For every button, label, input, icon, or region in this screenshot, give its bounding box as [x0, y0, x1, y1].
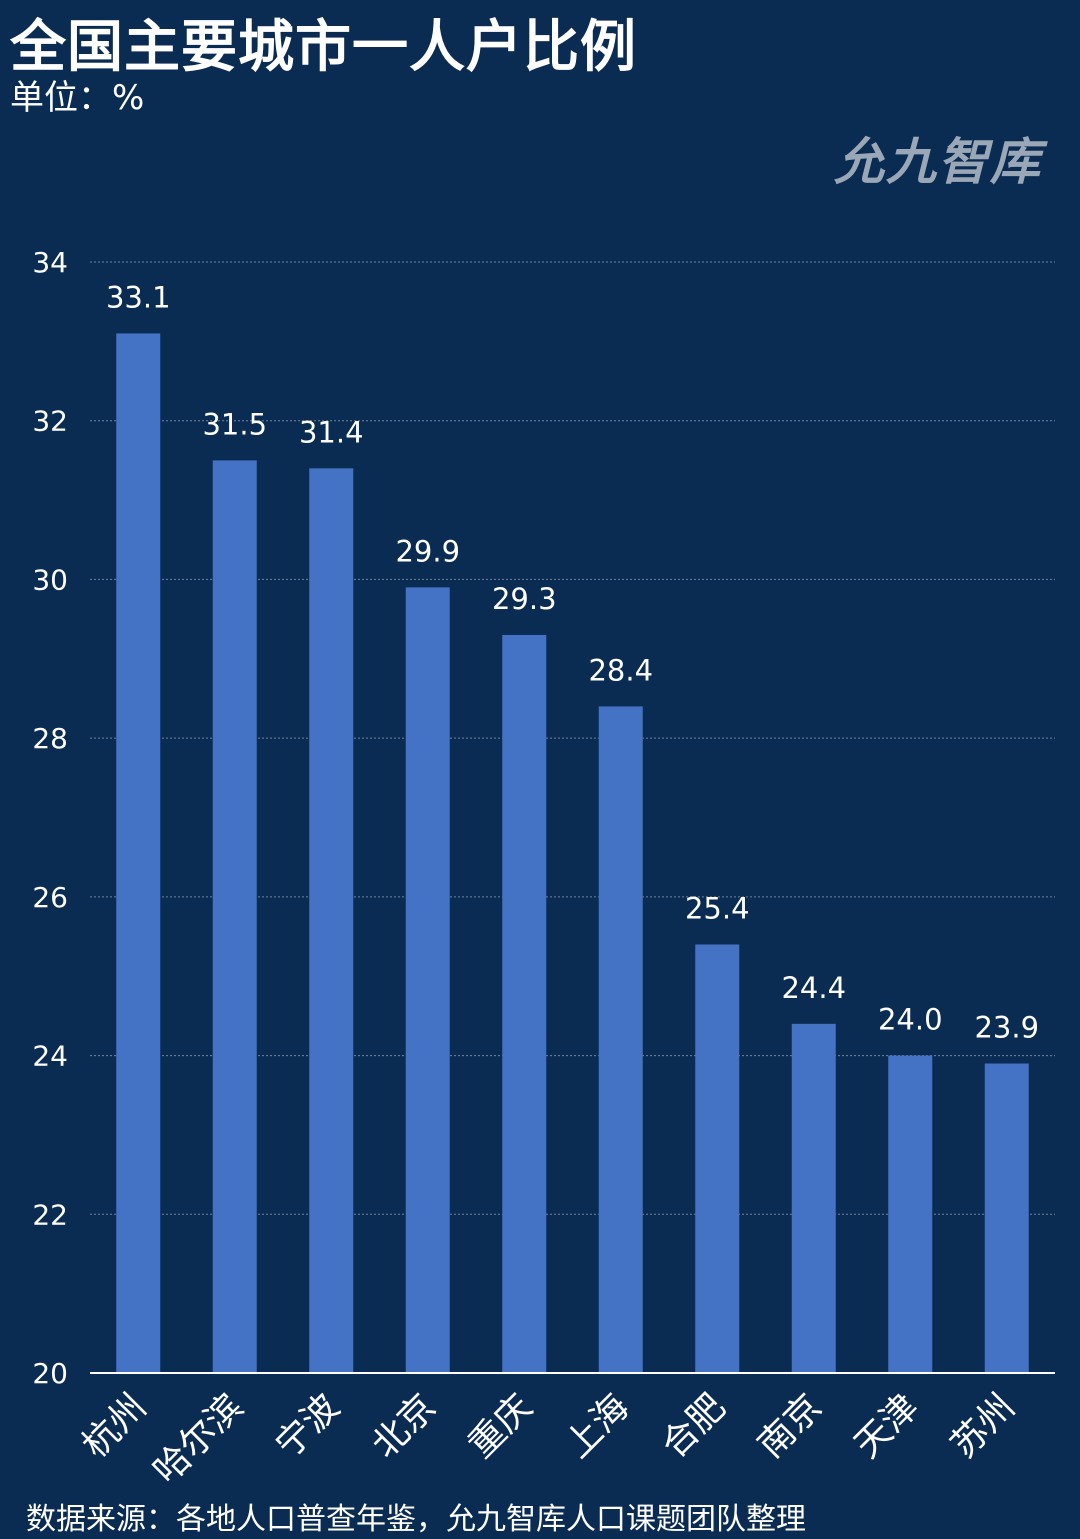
data-label: 31.4 [299, 415, 364, 449]
watermark-logo: 允九智库 [834, 133, 1042, 191]
x-tick-label: 宁波 [268, 1386, 348, 1466]
bar [502, 634, 547, 1373]
bar [888, 1055, 933, 1373]
x-tick-label: 苏州 [943, 1386, 1023, 1466]
bar [791, 1023, 836, 1373]
data-label: 29.9 [395, 534, 460, 568]
y-tick-label: 24 [32, 1040, 68, 1073]
x-tick-label: 南京 [750, 1386, 830, 1466]
data-label: 28.4 [588, 653, 653, 687]
bar [309, 468, 354, 1373]
bar [598, 706, 643, 1373]
bars [116, 333, 1029, 1374]
data-label: 24.0 [878, 1003, 943, 1037]
x-tick-label: 天津 [847, 1386, 927, 1466]
data-label: 29.3 [492, 582, 557, 616]
bar [212, 460, 257, 1374]
data-label: 31.5 [202, 407, 267, 441]
y-axis-ticks: 20 22 24 26 28 30 32 34 [32, 246, 68, 1390]
x-tick-label: 哈尔滨 [146, 1386, 251, 1491]
y-tick-label: 22 [32, 1198, 68, 1231]
x-tick-label: 杭州 [75, 1386, 155, 1466]
data-label: 33.1 [106, 280, 171, 314]
x-tick-label: 合肥 [654, 1386, 734, 1466]
y-tick-label: 34 [32, 246, 68, 279]
y-tick-label: 20 [32, 1357, 68, 1390]
y-tick-label: 32 [32, 405, 68, 438]
bar [116, 333, 161, 1374]
data-label: 23.9 [974, 1011, 1039, 1045]
data-label: 25.4 [685, 891, 750, 925]
unit-label: 单位：% [10, 78, 145, 118]
value-labels: 33.1 31.5 31.4 29.9 29.3 28.4 25.4 24.4 24.0 23.9 [106, 280, 1039, 1044]
x-tick-label: 上海 [557, 1386, 637, 1466]
bar [695, 944, 740, 1373]
y-tick-label: 28 [32, 722, 68, 755]
data-label: 24.4 [781, 971, 846, 1005]
bar [984, 1063, 1029, 1373]
data-source: 数据来源：各地人口普查年鉴，允九智库人口课题团队整理 [26, 1502, 806, 1537]
x-tick-label: 重庆 [461, 1386, 541, 1466]
y-tick-label: 30 [32, 563, 68, 596]
chart-title: 全国主要城市一人户比例 [10, 15, 637, 80]
bar [405, 587, 450, 1373]
x-tick-label: 北京 [364, 1386, 444, 1466]
y-tick-label: 26 [32, 881, 68, 914]
